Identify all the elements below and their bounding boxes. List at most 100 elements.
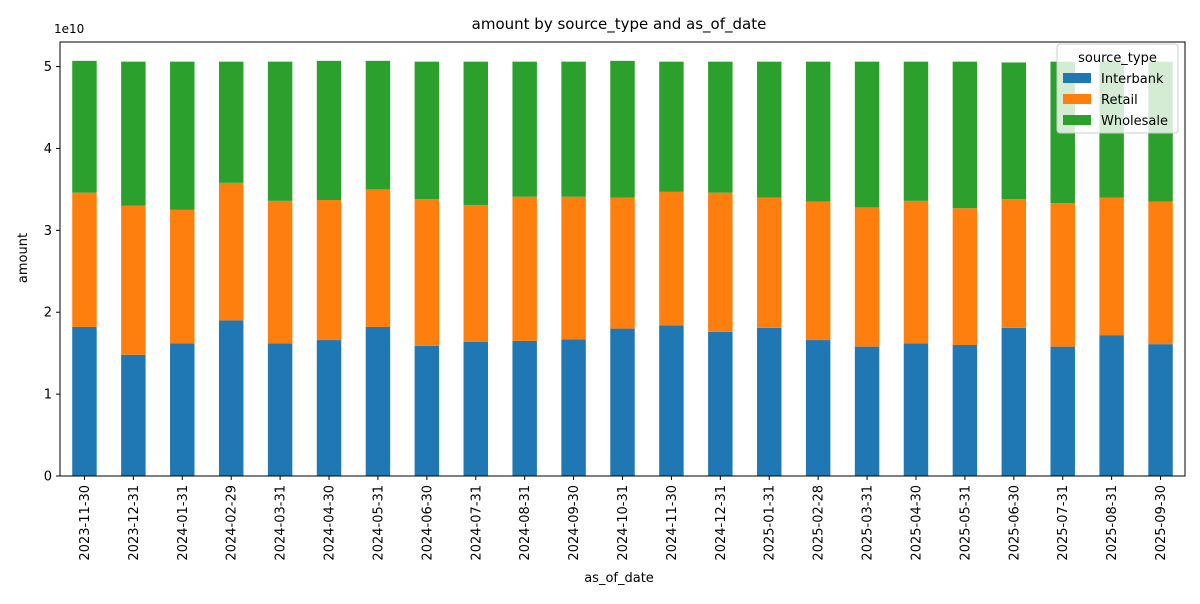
bar-retail-2024-08-31 [512, 196, 537, 341]
bar-retail-2024-05-31 [365, 189, 391, 327]
legend-label-interbank: Interbank [1101, 72, 1164, 87]
legend-swatch-wholesale [1063, 115, 1091, 125]
y-offset-label: 1e10 [54, 22, 84, 36]
legend-entries: Interbank Retail Wholesale [1063, 72, 1168, 129]
x-tick-label: 2025-03-31 [861, 485, 876, 561]
x-tick-label: 2024-07-31 [469, 485, 484, 561]
bar-wholesale-2025-05-31 [952, 61, 978, 209]
bar-interbank-2025-01-31 [757, 327, 782, 476]
bar-wholesale-2023-11-30 [72, 60, 97, 193]
bar-interbank-2024-08-31 [512, 340, 537, 476]
y-tick-label: 1 [44, 388, 52, 403]
x-tick-label: 2024-03-31 [274, 485, 289, 561]
bar-wholesale-2025-04-30 [903, 61, 929, 201]
bar-interbank-2025-02-28 [805, 340, 831, 476]
x-ticks: 2023-11-30 2023-12-31 2024-01-31 2024-02-29… [78, 476, 1169, 561]
bar-retail-2024-02-29 [218, 182, 244, 321]
bar-interbank-2024-10-31 [610, 328, 635, 476]
x-tick-label: 2023-12-31 [127, 485, 142, 561]
bar-retail-2025-02-28 [805, 201, 831, 341]
x-tick-label: 2024-09-30 [567, 485, 582, 561]
x-tick-label: 2025-01-31 [763, 485, 778, 561]
bar-interbank-2024-09-30 [561, 339, 586, 476]
legend-label-retail: Retail [1101, 93, 1138, 108]
bar-retail-2025-09-30 [1148, 201, 1173, 345]
bar-wholesale-2024-05-31 [365, 60, 391, 190]
y-tick-label: 0 [44, 470, 52, 485]
bar-wholesale-2025-01-31 [757, 61, 782, 198]
bar-wholesale-2024-10-31 [610, 60, 635, 198]
legend-label-wholesale: Wholesale [1101, 114, 1168, 129]
bar-retail-2024-06-30 [414, 199, 440, 346]
bar-interbank-2024-05-31 [365, 326, 391, 476]
bar-retail-2025-08-31 [1099, 197, 1124, 336]
bar-interbank-2024-11-30 [659, 325, 684, 476]
bar-retail-2024-10-31 [610, 197, 635, 329]
bar-interbank-2023-12-31 [121, 354, 146, 476]
bar-interbank-2023-11-30 [72, 326, 97, 476]
bar-wholesale-2024-01-31 [170, 61, 195, 210]
y-ticks: 0 1 2 3 4 5 [44, 60, 60, 485]
bars-layer [72, 60, 1173, 476]
bar-retail-2023-11-30 [72, 192, 97, 327]
bar-wholesale-2024-02-29 [218, 61, 244, 183]
bar-interbank-2024-07-31 [463, 341, 488, 476]
y-tick-label: 5 [44, 60, 52, 75]
bar-interbank-2025-03-31 [854, 346, 880, 476]
bar-retail-2025-07-31 [1050, 203, 1075, 347]
y-axis-label: amount [16, 233, 31, 283]
bar-retail-2025-05-31 [952, 208, 978, 345]
x-tick-label: 2023-11-30 [78, 485, 93, 561]
bar-wholesale-2023-12-31 [121, 61, 146, 206]
x-tick-label: 2024-06-30 [420, 485, 435, 561]
bar-wholesale-2024-07-31 [463, 61, 488, 205]
bar-interbank-2025-08-31 [1099, 335, 1124, 476]
x-tick-label: 2024-01-31 [176, 485, 191, 561]
bar-retail-2025-04-30 [903, 200, 929, 344]
x-tick-label: 2025-04-30 [909, 485, 924, 561]
y-tick-label: 2 [44, 306, 52, 321]
bar-interbank-2024-02-29 [218, 320, 244, 476]
x-tick-label: 2024-12-31 [714, 485, 729, 561]
bar-retail-2024-01-31 [170, 209, 195, 344]
bar-retail-2024-12-31 [708, 192, 733, 332]
bar-retail-2024-07-31 [463, 204, 488, 342]
x-tick-label: 2025-09-30 [1154, 485, 1169, 561]
bar-interbank-2024-01-31 [170, 343, 195, 476]
bar-wholesale-2025-02-28 [805, 61, 831, 202]
bar-interbank-2025-04-30 [903, 343, 929, 476]
x-tick-label: 2024-10-31 [616, 485, 631, 561]
bar-retail-2024-11-30 [659, 191, 684, 326]
bar-wholesale-2024-06-30 [414, 61, 440, 200]
legend-swatch-retail [1063, 94, 1091, 104]
x-tick-label: 2025-07-31 [1056, 485, 1071, 561]
chart-title: amount by source_type and as_of_date [472, 15, 767, 34]
bar-retail-2025-01-31 [757, 197, 782, 328]
bar-wholesale-2024-11-30 [659, 61, 684, 192]
bar-interbank-2025-05-31 [952, 344, 978, 476]
bar-wholesale-2025-03-31 [854, 61, 880, 208]
bar-retail-2023-12-31 [121, 205, 146, 355]
bar-retail-2024-03-31 [267, 200, 293, 344]
x-tick-label: 2024-08-31 [518, 485, 533, 561]
bar-wholesale-2024-08-31 [512, 61, 537, 197]
x-axis-label: as_of_date [584, 571, 654, 586]
bar-retail-2024-04-30 [316, 200, 342, 341]
bar-interbank-2025-09-30 [1148, 344, 1173, 476]
legend-box [1056, 43, 1179, 134]
bar-interbank-2024-06-30 [414, 345, 440, 476]
y-tick-label: 4 [44, 142, 52, 157]
x-tick-label: 2025-08-31 [1105, 485, 1120, 561]
bar-wholesale-2024-03-31 [267, 61, 293, 201]
bar-interbank-2025-07-31 [1050, 346, 1075, 476]
x-tick-label: 2024-11-30 [665, 485, 680, 561]
legend-swatch-interbank [1063, 73, 1091, 83]
legend: source_type Interbank Retail Wholesale [1056, 43, 1179, 134]
bar-interbank-2024-04-30 [316, 340, 342, 476]
bar-interbank-2024-12-31 [708, 331, 733, 476]
x-tick-label: 2024-05-31 [371, 485, 386, 561]
bar-wholesale-2024-12-31 [708, 61, 733, 193]
x-tick-label: 2025-05-31 [958, 485, 973, 561]
